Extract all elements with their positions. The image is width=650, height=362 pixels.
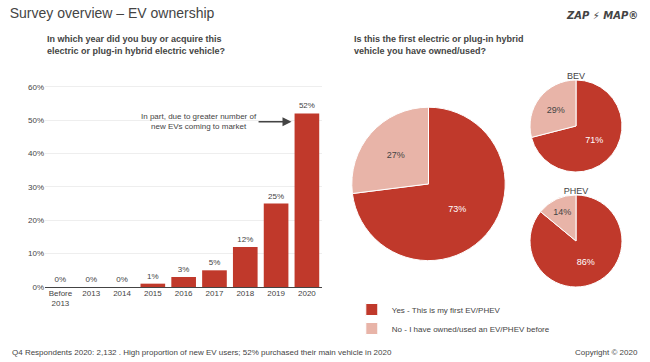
svg-text:0%: 0% [32, 283, 44, 292]
svg-text:40%: 40% [28, 149, 44, 158]
svg-text:Before2013: Before2013 [49, 289, 73, 308]
svg-text:Survey overview – EV ownership: Survey overview – EV ownership [10, 5, 215, 21]
svg-text:14%: 14% [553, 207, 571, 217]
svg-text:30%: 30% [28, 183, 44, 192]
svg-text:2014: 2014 [113, 289, 131, 298]
svg-text:50%: 50% [28, 116, 44, 125]
svg-text:In part, due to greater number: In part, due to greater number ofnew EVs… [141, 112, 257, 131]
svg-text:25%: 25% [268, 192, 284, 201]
svg-text:ZAP ⚡ MAP®: ZAP ⚡ MAP® [566, 10, 638, 21]
svg-text:0%: 0% [116, 275, 128, 284]
svg-text:71%: 71% [585, 135, 603, 145]
svg-text:2019: 2019 [267, 289, 285, 298]
svg-text:PHEV: PHEV [564, 186, 589, 196]
svg-text:0%: 0% [85, 275, 97, 284]
svg-text:20%: 20% [28, 216, 44, 225]
svg-text:2017: 2017 [206, 289, 224, 298]
svg-text:29%: 29% [547, 105, 565, 115]
svg-text:0%: 0% [55, 275, 67, 284]
svg-text:86%: 86% [577, 257, 595, 267]
svg-text:2016: 2016 [175, 289, 193, 298]
svg-text:BEV: BEV [567, 71, 585, 81]
svg-text:No - I have owned/used an EV/P: No - I have owned/used an EV/PHEV before [392, 325, 550, 334]
svg-text:3%: 3% [178, 265, 190, 274]
svg-text:In which year did you buy or a: In which year did you buy or acquire thi… [47, 34, 225, 56]
svg-text:1%: 1% [147, 272, 159, 281]
svg-text:27%: 27% [387, 150, 405, 160]
svg-text:Is this the first electric or: Is this the first electric or plug-in hy… [354, 34, 524, 56]
svg-text:5%: 5% [209, 258, 221, 267]
svg-text:Copyright © 2020: Copyright © 2020 [575, 348, 638, 357]
svg-text:12%: 12% [237, 235, 253, 244]
svg-text:60%: 60% [28, 82, 44, 91]
svg-text:10%: 10% [28, 249, 44, 258]
svg-text:Q4 Respondents 2020: 2,132 . H: Q4 Respondents 2020: 2,132 . High propor… [12, 348, 392, 357]
svg-text:2013: 2013 [82, 289, 100, 298]
svg-text:52%: 52% [299, 101, 315, 110]
svg-text:2020: 2020 [298, 289, 316, 298]
svg-text:2015: 2015 [144, 289, 162, 298]
svg-text:73%: 73% [448, 204, 466, 214]
svg-text:Yes - This is my first EV/PHEV: Yes - This is my first EV/PHEV [392, 306, 501, 315]
svg-text:2018: 2018 [236, 289, 254, 298]
